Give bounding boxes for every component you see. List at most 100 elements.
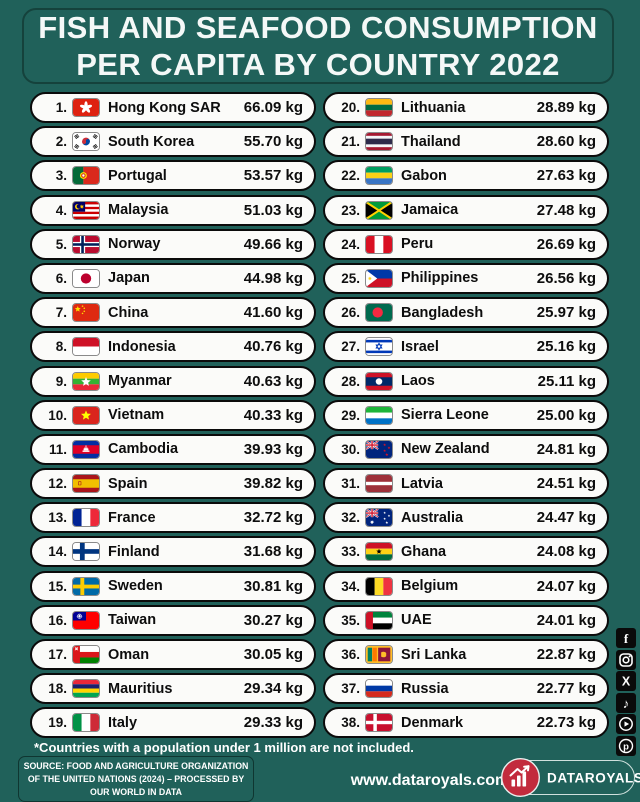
flag-icon-ae — [365, 610, 393, 630]
country-name: Sweden — [108, 578, 163, 595]
ranking-row: 24. Peru 26.69 kg — [323, 228, 609, 260]
rank-label: 24. — [341, 236, 360, 252]
svg-text:♪: ♪ — [623, 696, 630, 711]
tiktok-icon[interactable]: ♪ — [616, 692, 636, 713]
country-name: Taiwan — [108, 612, 157, 629]
ranking-row: 8. Indonesia 40.76 kg — [30, 331, 316, 363]
flag-icon-my — [72, 200, 100, 220]
facebook-icon[interactable]: f — [616, 628, 636, 648]
country-name: China — [108, 304, 149, 321]
country-name: Gabon — [401, 167, 447, 184]
ranking-row: 12. Spain 39.82 kg — [30, 468, 316, 500]
ranking-row: 34. Belgium 24.07 kg — [323, 570, 609, 602]
website-url[interactable]: www.dataroyals.com — [350, 772, 510, 789]
country-name: Japan — [108, 270, 150, 287]
country-name: Finland — [108, 543, 160, 560]
consumption-value: 22.87 kg — [536, 646, 596, 663]
social-links: f X ♪ p — [616, 628, 636, 756]
consumption-value: 24.47 kg — [536, 509, 596, 527]
consumption-value: 27.63 kg — [536, 167, 596, 185]
ranking-row: 19. Italy 29.33 kg — [30, 707, 316, 739]
brand-logo: DATAROYALS — [500, 757, 640, 798]
country-name: Ghana — [401, 543, 447, 560]
flag-icon-jm — [365, 200, 393, 220]
consumption-value: 41.60 kg — [243, 304, 303, 322]
rank-label: 15. — [48, 578, 67, 594]
ranking-column-right: 20. Lithuania 28.89 kg 21. Thailand 28.6… — [323, 92, 609, 739]
ranking-row: 14. Finland 31.68 kg — [30, 536, 316, 568]
country-name: Spain — [108, 475, 148, 492]
country-name: Cambodia — [108, 441, 179, 458]
flag-icon-gh — [365, 542, 393, 562]
country-name: France — [108, 509, 156, 526]
country-name: South Korea — [108, 133, 195, 150]
country-name: Peru — [401, 236, 434, 253]
flag-icon-om — [72, 645, 100, 664]
rank-label: 4. — [55, 202, 67, 218]
svg-text:X: X — [622, 675, 631, 689]
flag-icon-cn — [72, 303, 100, 323]
country-name: Lithuania — [401, 99, 466, 116]
flag-icon-pt — [72, 166, 100, 186]
country-name: Indonesia — [108, 338, 176, 355]
country-name: Italy — [108, 714, 138, 731]
title-line-2: PER CAPITA BY COUNTRY 2022 — [76, 47, 560, 82]
rank-label: 21. — [341, 134, 360, 150]
rank-label: 14. — [48, 544, 67, 560]
consumption-value: 24.81 kg — [536, 440, 596, 458]
youtube-icon[interactable] — [616, 714, 636, 734]
consumption-value: 49.66 kg — [243, 235, 303, 253]
ranking-row: 18. Mauritius 29.34 kg — [30, 673, 316, 705]
consumption-value: 28.60 kg — [536, 133, 596, 151]
consumption-value: 29.34 kg — [243, 680, 303, 698]
rank-label: 23. — [341, 202, 360, 218]
flag-icon-pe — [365, 234, 393, 254]
page-title: FISH AND SEAFOOD CONSUMPTION PER CAPITA … — [22, 8, 614, 84]
ranking-row: 11. Cambodia 39.93 kg — [30, 433, 316, 465]
rank-label: 31. — [341, 476, 360, 492]
ranking-row: 7. China 41.60 kg — [30, 297, 316, 329]
footnote: *Countries with a population under 1 mil… — [34, 740, 414, 755]
country-name: Laos — [401, 373, 435, 389]
ranking-row: 3. Portugal 53.57 kg — [30, 160, 316, 192]
ranking-row: 9. Myanmar 40.63 kg — [30, 365, 316, 397]
consumption-value: 25.00 kg — [536, 406, 596, 424]
country-name: Bangladesh — [401, 304, 484, 321]
country-name: Vietnam — [108, 407, 165, 424]
instagram-icon[interactable] — [616, 649, 636, 670]
flag-icon-fr — [72, 508, 100, 528]
consumption-value: 53.57 kg — [243, 167, 303, 185]
flag-icon-ga — [365, 166, 393, 186]
country-name: Myanmar — [108, 373, 172, 389]
consumption-value: 66.09 kg — [243, 99, 303, 116]
flag-icon-fi — [72, 542, 100, 562]
ranking-row: 25. Philippines 26.56 kg — [323, 262, 609, 294]
rank-label: 1. — [55, 100, 67, 115]
country-name: Portugal — [108, 167, 167, 184]
flag-icon-la — [365, 371, 393, 391]
country-name: Denmark — [401, 714, 464, 731]
consumption-value: 24.01 kg — [536, 611, 596, 629]
ranking-row: 35. UAE 24.01 kg — [323, 604, 609, 636]
source-line-3: OUR WORLD IN DATA — [89, 786, 183, 797]
country-name: Mauritius — [108, 680, 173, 697]
consumption-value: 22.73 kg — [536, 714, 596, 732]
x-twitter-icon[interactable]: X — [616, 671, 636, 691]
rank-label: 26. — [341, 305, 360, 321]
rank-label: 38. — [341, 715, 360, 731]
brand-name: DATAROYALS — [547, 770, 640, 785]
rank-label: 3. — [55, 168, 67, 184]
country-name: Russia — [401, 680, 449, 697]
flag-icon-it — [72, 713, 100, 733]
ranking-row: 33. Ghana 24.08 kg — [323, 536, 609, 568]
flag-icon-mm — [72, 371, 100, 391]
flag-icon-es — [72, 474, 100, 494]
ranking-row: 32. Australia 24.47 kg — [323, 502, 609, 534]
pinterest-icon[interactable]: p — [616, 735, 636, 756]
country-name: Hong Kong SAR — [108, 99, 221, 116]
country-name: Israel — [401, 338, 439, 355]
rank-label: 13. — [48, 510, 67, 526]
rank-label: 5. — [55, 236, 67, 252]
consumption-value: 25.16 kg — [536, 338, 596, 356]
flag-icon-id — [72, 337, 100, 357]
